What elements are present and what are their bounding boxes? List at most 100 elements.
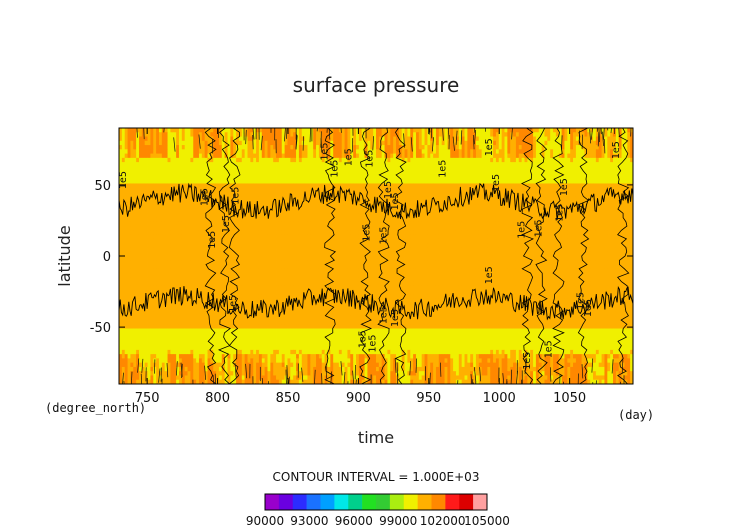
heat-cell [258, 221, 263, 227]
heat-cell [281, 243, 286, 248]
heat-cell [150, 166, 154, 172]
heat-cell [161, 204, 166, 210]
heat-cell [393, 174, 397, 180]
heat-cell [550, 128, 554, 133]
heat-cell [138, 196, 143, 201]
heat-cell [119, 132, 123, 137]
heat-cell [553, 183, 557, 189]
heat-cell [407, 209, 411, 214]
heat-cell [530, 226, 534, 231]
heat-cell [356, 149, 360, 154]
heat-cell [164, 226, 168, 231]
heat-cell [136, 230, 140, 236]
heat-cell [178, 226, 183, 231]
heat-cell [493, 234, 497, 240]
heat-cell [455, 213, 460, 218]
heat-cell [330, 196, 334, 201]
heat-cell [455, 162, 460, 167]
heat-cell [290, 226, 294, 231]
heat-cell [521, 200, 525, 206]
heat-cell [598, 136, 602, 142]
heat-cell [264, 213, 268, 218]
heat-cell [307, 174, 311, 180]
heat-cell [387, 149, 391, 154]
heat-cell [393, 200, 397, 206]
heat-cell [201, 149, 206, 154]
heat-cell [207, 183, 211, 189]
heat-cell [241, 200, 246, 206]
heat-cell [490, 166, 494, 172]
heat-cell [147, 213, 151, 218]
heat-cell [438, 157, 443, 163]
heat-cell [281, 170, 286, 176]
heat-cell [598, 153, 602, 159]
heat-cell [458, 145, 463, 150]
heat-cell [138, 209, 143, 214]
heat-cell [270, 149, 274, 154]
heat-cell [153, 187, 157, 193]
heat-cell [267, 187, 271, 193]
heat-cell [544, 145, 548, 150]
heat-cell [435, 149, 440, 154]
heat-cell [336, 132, 340, 137]
heat-cell [561, 179, 565, 184]
heat-cell [273, 230, 277, 236]
heat-cell [558, 196, 563, 201]
heat-cell [333, 157, 337, 163]
heat-cell [518, 238, 523, 244]
heat-cell [158, 213, 163, 218]
heat-cell [513, 145, 517, 150]
heat-cell [384, 196, 388, 201]
heat-cell [173, 149, 177, 154]
heat-cell [518, 157, 523, 163]
heat-cell [547, 128, 551, 133]
heat-cell [504, 221, 508, 227]
heat-cell [190, 217, 194, 223]
heat-cell [347, 196, 351, 201]
heat-cell [310, 153, 314, 159]
heat-cell [547, 234, 551, 240]
heat-cell [418, 238, 423, 244]
heat-cell [521, 166, 525, 172]
heat-cell [210, 213, 214, 218]
heat-cell [296, 187, 300, 193]
heat-cell [121, 132, 126, 137]
heat-cell [573, 166, 577, 172]
heat-cell [464, 221, 468, 227]
heat-cell [124, 230, 128, 236]
heat-cell [321, 140, 325, 146]
heat-cell [336, 149, 340, 154]
heat-cell [541, 238, 545, 244]
heat-cell [610, 145, 614, 150]
heat-cell [550, 170, 554, 176]
heat-cell [501, 238, 505, 244]
heat-cell [370, 221, 374, 227]
heat-cell [178, 140, 183, 146]
heat-cell [164, 128, 168, 133]
heat-cell [273, 234, 277, 240]
heat-cell [435, 140, 440, 146]
heat-cell [161, 192, 166, 197]
heat-cell [261, 187, 266, 193]
heat-cell [390, 200, 394, 206]
heat-cell [333, 162, 337, 167]
heat-cell [256, 234, 260, 240]
heat-cell [453, 204, 457, 210]
heat-cell [324, 166, 328, 172]
heat-cell [136, 179, 140, 184]
heat-cell [267, 174, 271, 180]
heat-cell [621, 187, 625, 193]
heat-cell [373, 234, 377, 240]
heat-cell [424, 226, 428, 231]
heat-cell [515, 234, 520, 240]
heat-cell [264, 132, 268, 137]
heat-cell [236, 200, 240, 206]
heat-cell [501, 226, 505, 231]
heat-cell [144, 132, 148, 137]
heat-cell [398, 243, 403, 248]
heat-cell [270, 174, 274, 180]
heat-cell [401, 183, 405, 189]
heat-cell [153, 230, 157, 236]
heat-cell [267, 140, 271, 146]
heat-cell [364, 162, 368, 167]
